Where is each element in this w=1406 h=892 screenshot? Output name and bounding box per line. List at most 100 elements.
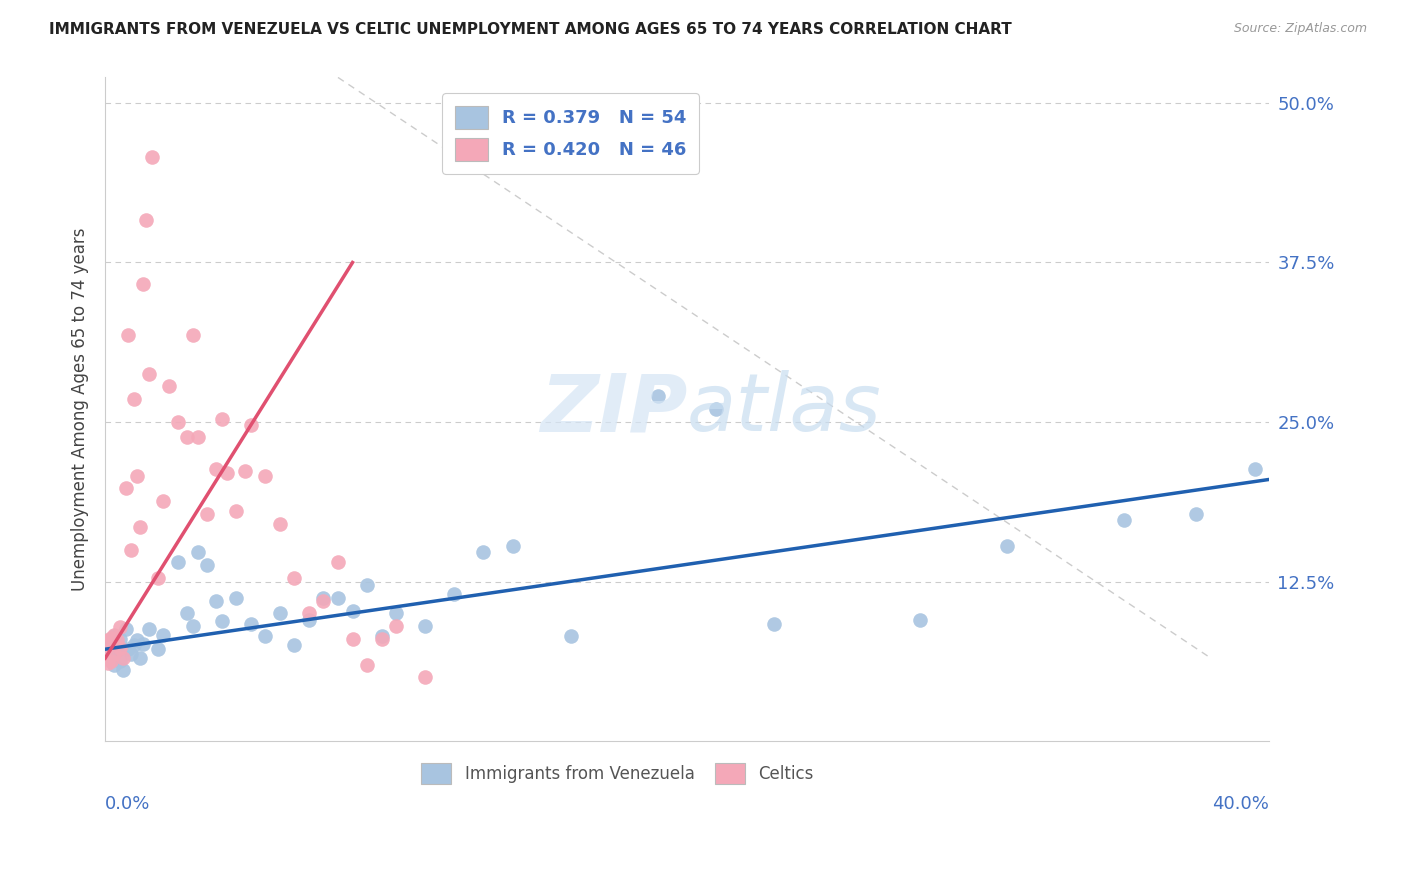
Point <box>298 613 321 627</box>
Point <box>204 462 226 476</box>
Point <box>146 571 169 585</box>
Point <box>138 622 160 636</box>
Point <box>187 430 209 444</box>
Point <box>124 639 146 653</box>
Point <box>152 628 174 642</box>
Point <box>100 646 122 660</box>
Point <box>97 633 120 648</box>
Point <box>413 670 436 684</box>
Point <box>233 463 256 477</box>
Point <box>225 504 247 518</box>
Point <box>138 367 160 381</box>
Point <box>370 629 392 643</box>
Point <box>254 629 277 643</box>
Point <box>176 430 198 444</box>
Point <box>356 578 378 592</box>
Point <box>141 150 163 164</box>
Point <box>114 482 136 496</box>
Point <box>413 619 436 633</box>
Point <box>995 539 1018 553</box>
Point <box>114 622 136 636</box>
Point <box>124 392 146 406</box>
Point <box>1112 513 1135 527</box>
Point <box>135 213 157 227</box>
Legend: Immigrants from Venezuela, Celtics: Immigrants from Venezuela, Celtics <box>413 755 821 792</box>
Point <box>146 642 169 657</box>
Point <box>100 639 122 653</box>
Point <box>100 654 122 668</box>
Point <box>157 379 180 393</box>
Point <box>108 654 131 668</box>
Point <box>502 539 524 553</box>
Point <box>100 631 122 645</box>
Point <box>105 643 128 657</box>
Point <box>129 651 152 665</box>
Y-axis label: Unemployment Among Ages 65 to 74 years: Unemployment Among Ages 65 to 74 years <box>72 227 89 591</box>
Point <box>370 632 392 646</box>
Text: ZIP: ZIP <box>540 370 688 449</box>
Point <box>211 412 233 426</box>
Point <box>127 468 149 483</box>
Point <box>103 657 125 672</box>
Text: atlas: atlas <box>688 370 882 449</box>
Point <box>763 616 786 631</box>
Point <box>127 633 149 648</box>
Point <box>254 468 277 483</box>
Point <box>326 591 349 606</box>
Point <box>356 657 378 672</box>
Point <box>117 642 139 657</box>
Point <box>108 640 131 655</box>
Point <box>269 607 291 621</box>
Point <box>217 466 239 480</box>
Point <box>211 614 233 628</box>
Point <box>342 632 364 646</box>
Point <box>181 328 204 343</box>
Point <box>385 619 408 633</box>
Point <box>239 417 262 432</box>
Text: IMMIGRANTS FROM VENEZUELA VS CELTIC UNEMPLOYMENT AMONG AGES 65 TO 74 YEARS CORRE: IMMIGRANTS FROM VENEZUELA VS CELTIC UNEM… <box>49 22 1012 37</box>
Point <box>181 619 204 633</box>
Point <box>103 628 125 642</box>
Point <box>443 587 465 601</box>
Point <box>1243 462 1265 476</box>
Point <box>269 517 291 532</box>
Point <box>204 593 226 607</box>
Point <box>187 545 209 559</box>
Point <box>167 556 190 570</box>
Point <box>195 558 218 572</box>
Point <box>342 604 364 618</box>
Point <box>120 648 142 662</box>
Point <box>560 629 582 643</box>
Point <box>239 616 262 631</box>
Point <box>97 649 120 664</box>
Point <box>283 639 305 653</box>
Point <box>103 629 125 643</box>
Point <box>283 571 305 585</box>
Point <box>105 633 128 648</box>
Point <box>132 277 155 292</box>
Point <box>132 637 155 651</box>
Point <box>117 328 139 343</box>
Point <box>120 542 142 557</box>
Point <box>225 591 247 606</box>
Point <box>94 643 117 657</box>
Point <box>152 494 174 508</box>
Point <box>472 545 495 559</box>
Point <box>108 620 131 634</box>
Point <box>326 556 349 570</box>
Point <box>176 607 198 621</box>
Point <box>908 613 931 627</box>
Text: 0.0%: 0.0% <box>105 795 150 813</box>
Point <box>111 663 134 677</box>
Point <box>105 636 128 650</box>
Point <box>97 634 120 648</box>
Text: 40.0%: 40.0% <box>1212 795 1270 813</box>
Point <box>94 640 117 655</box>
Point <box>111 651 134 665</box>
Point <box>298 607 321 621</box>
Point <box>312 593 335 607</box>
Point <box>312 591 335 606</box>
Text: Source: ZipAtlas.com: Source: ZipAtlas.com <box>1233 22 1367 36</box>
Point <box>704 402 727 417</box>
Point <box>129 519 152 533</box>
